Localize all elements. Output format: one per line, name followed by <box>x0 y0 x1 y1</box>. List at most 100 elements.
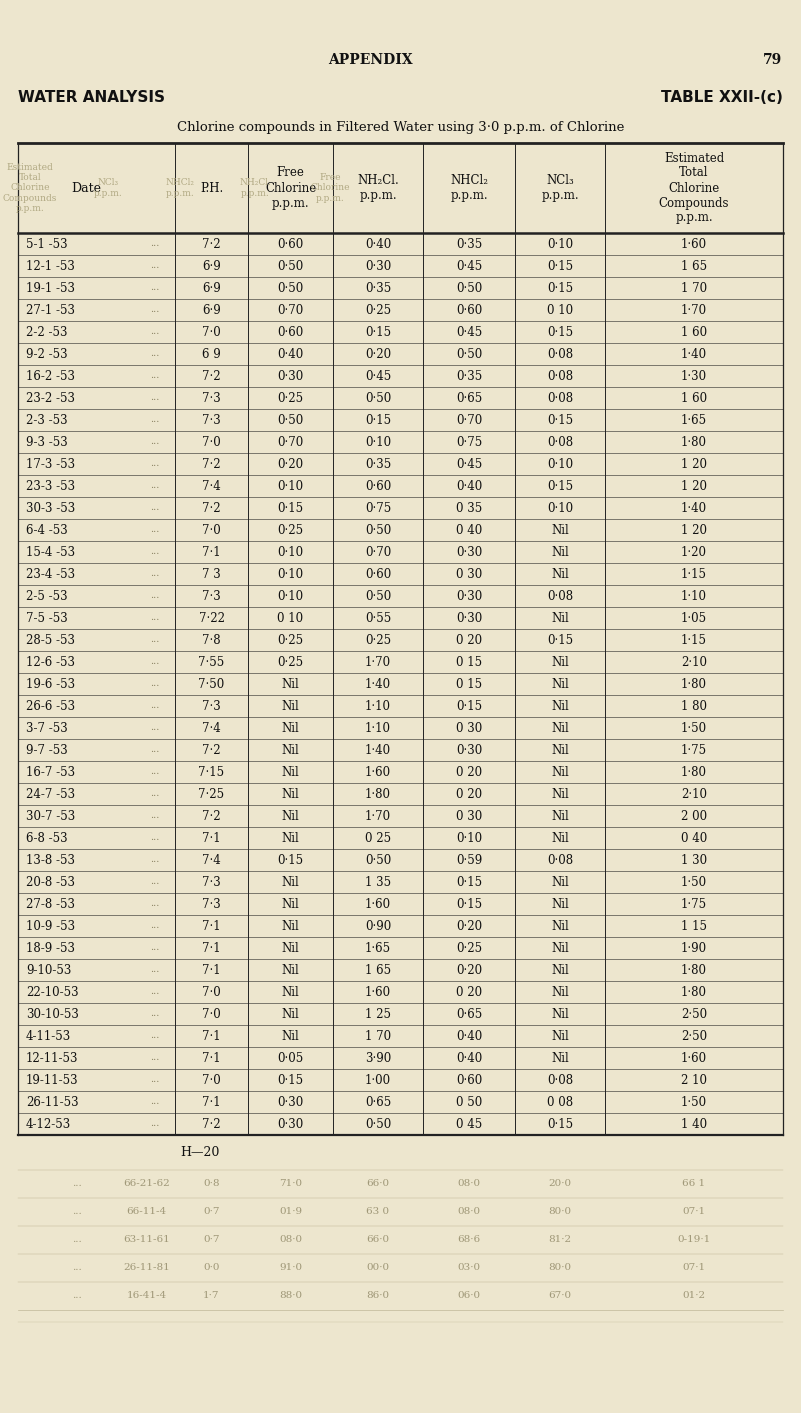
Text: 0·35: 0·35 <box>365 281 391 294</box>
Text: 0 30: 0 30 <box>456 568 482 581</box>
Text: 0·10: 0·10 <box>277 479 304 493</box>
Text: 1 60: 1 60 <box>681 325 707 339</box>
Text: 7·2: 7·2 <box>202 743 221 756</box>
Text: ...: ... <box>151 526 159 534</box>
Text: 68·6: 68·6 <box>457 1235 481 1245</box>
Text: 1·70: 1·70 <box>681 304 707 317</box>
Text: 7·2: 7·2 <box>202 458 221 471</box>
Text: Nil: Nil <box>551 766 569 779</box>
Text: 0·35: 0·35 <box>365 458 391 471</box>
Text: 0·15: 0·15 <box>456 699 482 712</box>
Text: 0·15: 0·15 <box>456 897 482 910</box>
Text: 0·50: 0·50 <box>365 589 391 602</box>
Text: ...: ... <box>151 680 159 688</box>
Text: 79: 79 <box>763 54 782 66</box>
Text: 0·25: 0·25 <box>277 633 304 647</box>
Text: 0·60: 0·60 <box>277 237 304 250</box>
Text: 1 30: 1 30 <box>681 853 707 866</box>
Text: 1·40: 1·40 <box>681 502 707 514</box>
Text: NHCl₂
p.p.m.: NHCl₂ p.p.m. <box>166 178 195 198</box>
Text: Nil: Nil <box>551 722 569 735</box>
Text: 30-7 -53: 30-7 -53 <box>26 810 75 822</box>
Text: 0·30: 0·30 <box>456 545 482 558</box>
Text: 1·60: 1·60 <box>365 985 391 999</box>
Text: ...: ... <box>151 438 159 447</box>
Text: 0·45: 0·45 <box>456 260 482 273</box>
Text: 01·2: 01·2 <box>682 1291 706 1300</box>
Text: 1·10: 1·10 <box>365 699 391 712</box>
Text: ...: ... <box>151 1054 159 1063</box>
Text: 7·0: 7·0 <box>202 1007 221 1020</box>
Text: Nil: Nil <box>282 941 300 955</box>
Text: Nil: Nil <box>551 677 569 691</box>
Text: 0 20: 0 20 <box>456 787 482 801</box>
Text: 0·70: 0·70 <box>277 435 304 448</box>
Text: 1 70: 1 70 <box>365 1030 391 1043</box>
Text: 17-3 -53: 17-3 -53 <box>26 458 75 471</box>
Text: 0·35: 0·35 <box>456 237 482 250</box>
Text: 18-9 -53: 18-9 -53 <box>26 941 75 955</box>
Text: 1 20: 1 20 <box>681 523 707 537</box>
Text: 30-3 -53: 30-3 -53 <box>26 502 75 514</box>
Text: 0·15: 0·15 <box>277 853 304 866</box>
Text: 5-1 -53: 5-1 -53 <box>26 237 67 250</box>
Text: ...: ... <box>151 834 159 842</box>
Text: 0·25: 0·25 <box>365 304 391 317</box>
Text: 1·15: 1·15 <box>681 633 707 647</box>
Text: 0·30: 0·30 <box>456 589 482 602</box>
Text: ...: ... <box>151 459 159 469</box>
Text: 15-4 -53: 15-4 -53 <box>26 545 75 558</box>
Text: 0·50: 0·50 <box>365 1118 391 1130</box>
Text: 0·10: 0·10 <box>277 589 304 602</box>
Text: 2 10: 2 10 <box>681 1074 707 1087</box>
Text: 0·08: 0·08 <box>547 1074 573 1087</box>
Text: 7·0: 7·0 <box>202 325 221 339</box>
Text: 6·9: 6·9 <box>202 304 221 317</box>
Text: 0·25: 0·25 <box>277 391 304 404</box>
Text: 0·20: 0·20 <box>456 964 482 976</box>
Text: 7·1: 7·1 <box>202 831 221 845</box>
Text: 19-11-53: 19-11-53 <box>26 1074 78 1087</box>
Text: Nil: Nil <box>282 787 300 801</box>
Text: 26-11-53: 26-11-53 <box>26 1095 78 1109</box>
Text: 81·2: 81·2 <box>549 1235 572 1245</box>
Text: 12-6 -53: 12-6 -53 <box>26 656 75 668</box>
Text: 0·50: 0·50 <box>365 523 391 537</box>
Text: ...: ... <box>151 482 159 490</box>
Text: 0·50: 0·50 <box>456 281 482 294</box>
Text: 7·8: 7·8 <box>202 633 221 647</box>
Text: 63-11-61: 63-11-61 <box>123 1235 170 1245</box>
Text: 0·50: 0·50 <box>277 281 304 294</box>
Text: 1·05: 1·05 <box>681 612 707 625</box>
Text: 12-1 -53: 12-1 -53 <box>26 260 74 273</box>
Text: 6-8 -53: 6-8 -53 <box>26 831 67 845</box>
Text: ...: ... <box>71 1180 82 1188</box>
Text: 0·15: 0·15 <box>365 325 391 339</box>
Text: 7·22: 7·22 <box>199 612 224 625</box>
Text: 0·30: 0·30 <box>277 1118 304 1130</box>
Text: 0·60: 0·60 <box>456 1074 482 1087</box>
Text: 0 40: 0 40 <box>681 831 707 845</box>
Text: 0·20: 0·20 <box>456 920 482 933</box>
Text: 0·08: 0·08 <box>547 348 573 360</box>
Text: 06·0: 06·0 <box>457 1291 481 1300</box>
Text: ...: ... <box>151 790 159 798</box>
Text: 1·50: 1·50 <box>681 722 707 735</box>
Text: 1·20: 1·20 <box>681 545 707 558</box>
Text: 1 65: 1 65 <box>365 964 391 976</box>
Text: ...: ... <box>151 746 159 755</box>
Text: 0 15: 0 15 <box>456 656 482 668</box>
Text: NCl₃
p.p.m.: NCl₃ p.p.m. <box>94 178 123 198</box>
Text: ...: ... <box>151 349 159 359</box>
Text: 0 35: 0 35 <box>456 502 482 514</box>
Text: 1·40: 1·40 <box>365 743 391 756</box>
Text: Nil: Nil <box>551 920 569 933</box>
Text: 24-7 -53: 24-7 -53 <box>26 787 75 801</box>
Text: 7·4: 7·4 <box>202 853 221 866</box>
Text: 7·0: 7·0 <box>202 435 221 448</box>
Text: 1·75: 1·75 <box>681 743 707 756</box>
Text: 9-3 -53: 9-3 -53 <box>26 435 68 448</box>
Text: 0·20: 0·20 <box>277 458 304 471</box>
Text: Nil: Nil <box>282 743 300 756</box>
Text: 0·08: 0·08 <box>547 853 573 866</box>
